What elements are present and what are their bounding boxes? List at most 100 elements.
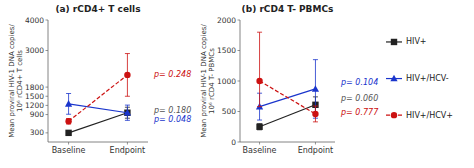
panel: (a) rCD4+ T cells 300 900120015001800 3000 4… xyxy=(8,4,191,155)
y-tick xyxy=(46,132,49,133)
y-tick-label: 1800 xyxy=(25,83,44,92)
legend-marker xyxy=(391,112,397,118)
y-axis-label-line: 10⁶ rCD4+ T cells xyxy=(16,50,24,112)
legend-marker xyxy=(390,75,397,82)
legend-label: HIV+ xyxy=(406,37,427,46)
error-bar-cap xyxy=(313,121,318,122)
x-tick xyxy=(127,142,128,145)
error-bar xyxy=(313,106,318,122)
legend: HIV+ HIV+/HCV- HIV+/HCV+ xyxy=(386,37,453,119)
error-bar-stem xyxy=(259,32,260,106)
y-tick-label: 2000 xyxy=(217,16,236,25)
y-tick-label: 500 xyxy=(222,107,237,116)
series-line xyxy=(260,105,316,127)
plot-area xyxy=(256,32,319,130)
x-tick xyxy=(315,142,316,145)
series xyxy=(256,97,318,130)
point xyxy=(65,118,71,124)
y-tick-label: 3000 xyxy=(25,46,44,55)
point xyxy=(124,109,131,116)
annotation: p= 0.048 xyxy=(153,115,191,124)
legend-marker xyxy=(391,39,397,45)
point xyxy=(256,78,262,84)
y-tick-label: 1000 xyxy=(217,77,236,86)
point xyxy=(124,72,130,78)
panel: (b) rCD4 T- PBMCs 0 500 1000 1500 2000 Baselin… xyxy=(200,4,379,155)
y-tick-label: 1500 xyxy=(217,46,236,55)
y-axis-label-line: Mean proviral HIV-1 DNA copies/ xyxy=(8,24,16,138)
x-tick-label: Endpoint xyxy=(298,146,334,155)
y-tick-label: 300 xyxy=(30,128,45,137)
y-tick xyxy=(238,50,241,51)
series-line xyxy=(69,104,128,113)
error-bar-cap xyxy=(313,106,318,107)
annotation: p= 0.060 xyxy=(340,94,378,103)
x-axis-line xyxy=(240,142,335,143)
point xyxy=(65,100,72,107)
annotation: p= 0.104 xyxy=(340,78,378,87)
error-bar-cap xyxy=(125,96,130,97)
point xyxy=(312,85,319,92)
series xyxy=(256,32,318,122)
title: (a) rCD4+ T cells xyxy=(55,4,140,14)
series xyxy=(65,54,130,125)
x-tick xyxy=(68,142,69,145)
series xyxy=(256,60,319,120)
series-line xyxy=(69,113,128,133)
title: (b) rCD4 T- PBMCs xyxy=(242,4,334,14)
error-bar-cap xyxy=(257,120,262,121)
y-axis-label: Mean proviral HIV-1 DNA copies/10⁶ rCD4 … xyxy=(200,24,216,138)
point xyxy=(65,130,71,136)
x-tick-label: Baseline xyxy=(243,146,277,155)
legend-label: HIV+/HCV+ xyxy=(406,111,453,120)
plot-area xyxy=(65,54,131,136)
point xyxy=(312,111,318,117)
series-line xyxy=(260,81,316,114)
point xyxy=(256,124,262,130)
error-bar-cap xyxy=(125,53,130,54)
error-bar-cap xyxy=(125,105,130,106)
y-axis-label-line: Mean proviral HIV-1 DNA copies/ xyxy=(200,24,208,138)
error-bar xyxy=(125,54,130,97)
x-tick-label: Endpoint xyxy=(110,146,146,155)
y-tick xyxy=(46,114,49,115)
y-axis-label-line: 10⁶ rCD4 T- PBMCs xyxy=(208,48,216,114)
legend-entry: HIV+/HCV- xyxy=(386,74,449,83)
y-tick-label: 0 xyxy=(231,138,236,147)
error-bar-cap xyxy=(313,59,318,60)
error-bar xyxy=(257,32,262,106)
annotation: p= 0.777 xyxy=(340,108,379,117)
legend-label: HIV+/HCV- xyxy=(406,74,449,83)
y-tick xyxy=(238,111,241,112)
y-tick xyxy=(238,20,241,21)
y-tick-label: 1200 xyxy=(25,101,44,110)
y-tick xyxy=(46,20,49,21)
x-axis-line xyxy=(48,142,148,143)
y-tick xyxy=(46,96,49,97)
y-tick xyxy=(46,50,49,51)
y-axis-line xyxy=(48,20,49,142)
y-tick xyxy=(46,87,49,88)
error-bar-cap xyxy=(257,32,262,33)
x-tick-label: Baseline xyxy=(52,146,86,155)
y-tick xyxy=(238,81,241,82)
error-bar-cap xyxy=(66,93,71,94)
y-tick xyxy=(238,142,241,143)
y-axis-label: Mean proviral HIV-1 DNA copies/10⁶ rCD4+… xyxy=(8,24,24,138)
legend-entry: HIV+/HCV+ xyxy=(386,111,453,120)
y-tick-label: 1500 xyxy=(25,92,44,101)
y-tick-label: 4000 xyxy=(25,16,44,25)
error-bar-cap xyxy=(66,114,71,115)
y-tick xyxy=(46,105,49,106)
chart: (a) rCD4+ T cells30090012001500180030004… xyxy=(0,0,474,168)
error-bar xyxy=(66,119,71,124)
legend-entry: HIV+ xyxy=(386,37,427,46)
annotation: p= 0.248 xyxy=(153,70,191,79)
error-bar-cap xyxy=(125,120,130,121)
error-bar xyxy=(257,124,262,130)
annotation: p= 0.180 xyxy=(153,106,191,115)
x-tick xyxy=(259,142,260,145)
series-line xyxy=(69,75,128,121)
error-bar-cap xyxy=(257,106,262,107)
y-tick-label: 900 xyxy=(30,110,45,119)
